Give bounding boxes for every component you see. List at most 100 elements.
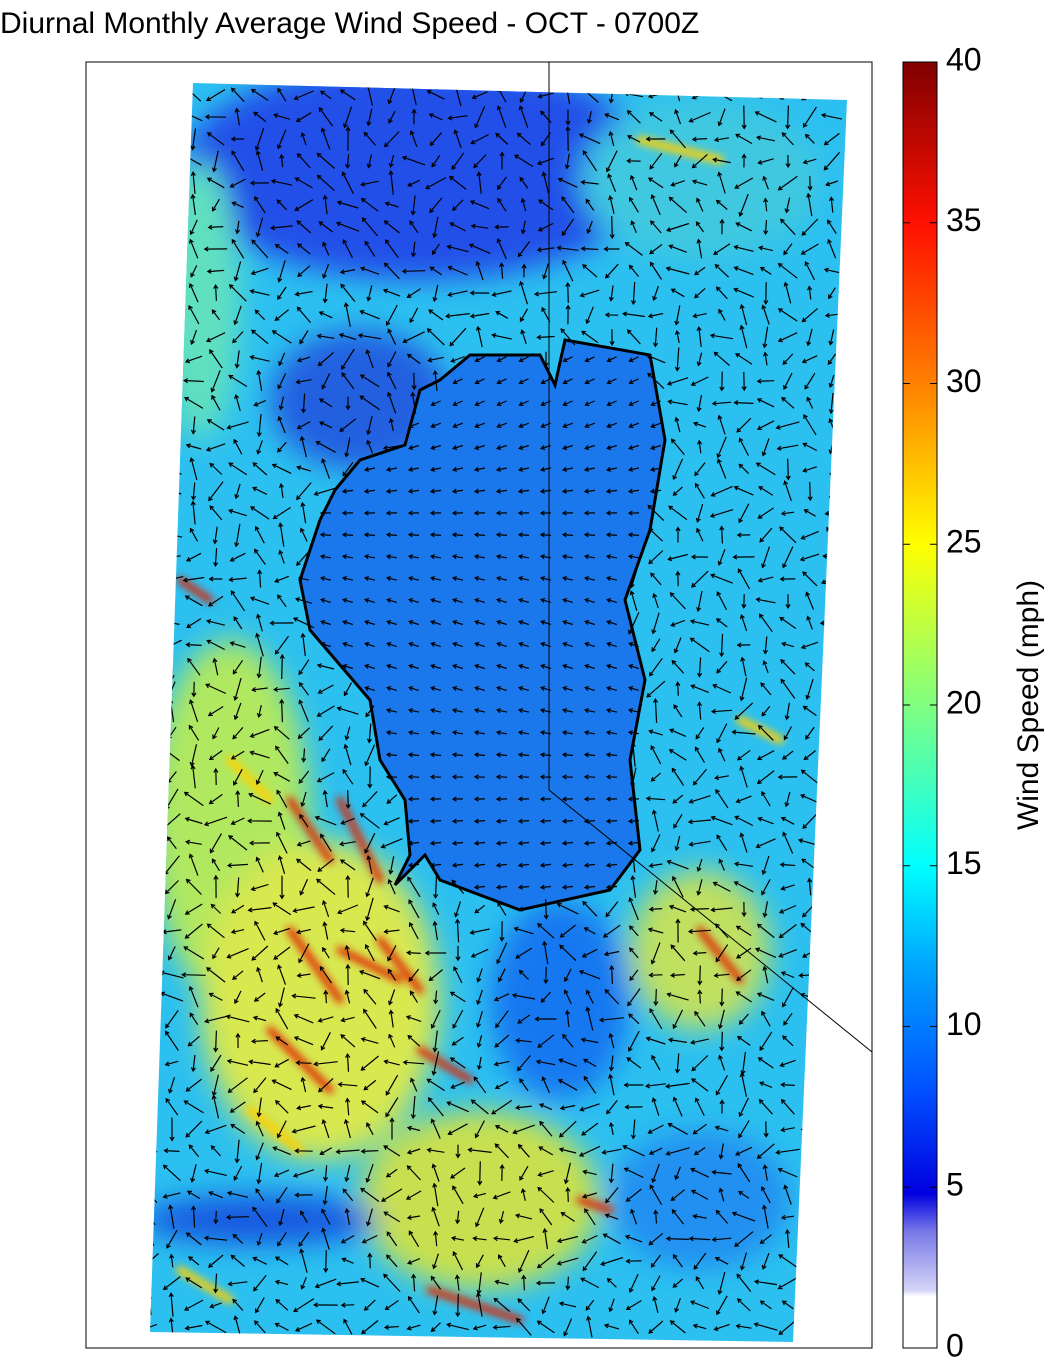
- wind-arrow: [473, 576, 486, 582]
- wind-arrow: [251, 329, 269, 345]
- wind-arrow: [277, 964, 287, 985]
- wind-arrow: [536, 1253, 555, 1269]
- wind-arrow: [168, 1204, 175, 1229]
- wind-arrow: [473, 796, 486, 802]
- wind-arrow: [367, 1252, 373, 1269]
- wind-arrow: [775, 1148, 800, 1155]
- wind-arrow: [363, 131, 377, 146]
- wind-arrow: [783, 281, 792, 304]
- wind-arrow: [609, 964, 615, 984]
- wind-arrow: [521, 263, 527, 278]
- wind-arrow: [647, 504, 665, 522]
- wind-arrow: [763, 1121, 769, 1138]
- wind-arrow: [406, 1125, 421, 1132]
- wind-arrow: [696, 701, 703, 720]
- wind-arrow: [583, 510, 596, 516]
- wind-arrow: [582, 264, 598, 278]
- wind-arrow: [628, 1030, 640, 1052]
- wind-arrow: [495, 708, 508, 714]
- wind-arrow: [189, 744, 198, 767]
- wind-arrow: [383, 220, 400, 234]
- wind-arrow: [785, 154, 791, 169]
- wind-arrow: [542, 940, 549, 965]
- wind-arrow: [449, 1057, 466, 1069]
- wind-arrow: [646, 680, 666, 698]
- wind-arrow: [780, 816, 795, 825]
- wind-arrow: [803, 750, 816, 761]
- wind-arrow: [473, 840, 486, 846]
- wind-arrow: [363, 1008, 377, 1029]
- wind-arrow: [719, 633, 725, 658]
- wind-arrow: [622, 311, 645, 318]
- wind-arrow: [388, 417, 394, 432]
- wind-arrow: [229, 641, 246, 648]
- wind-arrow: [754, 111, 777, 123]
- wind-arrow: [495, 488, 508, 494]
- wind-arrow: [608, 285, 614, 302]
- wind-arrow: [517, 488, 530, 494]
- wind-arrow: [359, 374, 380, 388]
- wind-arrow: [169, 1117, 175, 1142]
- wind-arrow: [605, 708, 618, 714]
- wind-arrow: [409, 990, 419, 1003]
- wind-arrow: [275, 745, 289, 764]
- wind-arrow: [741, 901, 747, 918]
- wind-arrow: [713, 137, 730, 143]
- wind-arrow: [188, 1256, 200, 1266]
- wind-arrow: [667, 399, 688, 406]
- wind-arrow: [828, 329, 835, 346]
- wind-arrow: [363, 488, 376, 494]
- wind-arrow: [517, 796, 530, 802]
- wind-arrow: [184, 923, 203, 939]
- wind-arrow: [452, 1250, 464, 1271]
- wind-arrow: [499, 151, 505, 170]
- wind-arrow: [645, 795, 666, 802]
- wind-arrow: [779, 1059, 796, 1068]
- wind-arrow: [343, 1318, 353, 1335]
- wind-arrow: [556, 245, 579, 251]
- wind-arrow: [226, 1058, 249, 1066]
- wind-arrow: [339, 859, 356, 871]
- wind-arrow: [628, 1273, 639, 1293]
- wind-arrow: [366, 1122, 374, 1136]
- wind-arrow: [495, 554, 507, 560]
- wind-arrow: [733, 287, 754, 298]
- wind-arrow: [429, 796, 442, 802]
- wind-arrow: [430, 1275, 442, 1290]
- wind-arrow: [316, 772, 335, 783]
- wind-arrow: [719, 1099, 725, 1114]
- wind-arrow: [291, 993, 316, 999]
- wind-arrow: [755, 135, 776, 142]
- wind-arrow: [649, 657, 663, 677]
- wind-arrow: [805, 591, 815, 610]
- wind-arrow: [778, 949, 797, 958]
- wind-arrow: [274, 1322, 289, 1331]
- wind-arrow: [190, 416, 196, 435]
- wind-arrow: [492, 1324, 511, 1330]
- wind-arrow: [249, 289, 270, 296]
- wind-arrow: [430, 444, 441, 450]
- wind-arrow: [674, 1166, 681, 1181]
- wind-arrow: [495, 796, 508, 802]
- wind-arrow: [495, 1010, 509, 1029]
- wind-arrow: [652, 880, 659, 895]
- wind-arrow: [315, 440, 336, 453]
- wind-arrow: [781, 1300, 794, 1310]
- wind-arrow: [585, 989, 594, 1004]
- wind-arrow: [517, 774, 530, 780]
- wind-arrow: [163, 1148, 180, 1154]
- wind-arrow: [733, 400, 754, 406]
- wind-arrow: [780, 678, 796, 699]
- wind-arrow: [783, 480, 792, 501]
- wind-arrow: [761, 304, 770, 325]
- wind-arrow: [669, 972, 685, 978]
- wind-arrow: [429, 132, 443, 147]
- wind-arrow: [364, 620, 375, 626]
- wind-arrow: [517, 730, 529, 736]
- wind-arrow: [230, 1123, 246, 1135]
- wind-arrow: [298, 659, 310, 676]
- wind-arrow: [651, 612, 660, 635]
- wind-arrow: [429, 554, 441, 560]
- wind-arrow: [316, 152, 335, 169]
- wind-arrow: [627, 510, 640, 516]
